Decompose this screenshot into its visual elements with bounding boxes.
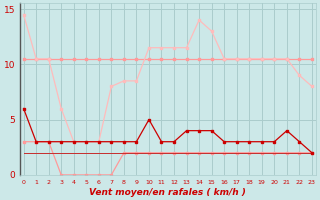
X-axis label: Vent moyen/en rafales ( km/h ): Vent moyen/en rafales ( km/h ): [89, 188, 246, 197]
